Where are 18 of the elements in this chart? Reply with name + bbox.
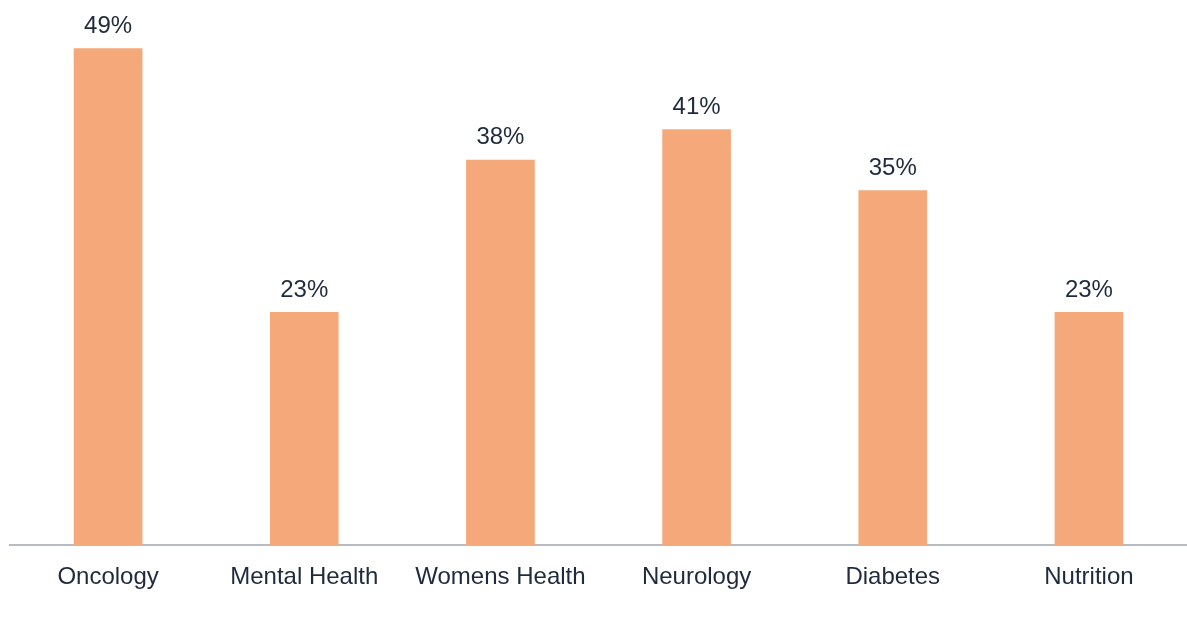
- data-label: 49%: [84, 10, 133, 38]
- bar: [1054, 311, 1124, 546]
- x-tick-label: Oncology: [57, 562, 159, 590]
- x-tick-label: Mental Health: [230, 562, 379, 590]
- bar: [73, 48, 143, 546]
- data-label: 41%: [672, 91, 721, 119]
- x-tick-label: Womens Health: [415, 562, 586, 590]
- data-label: 35%: [868, 152, 917, 180]
- bar: [269, 311, 339, 546]
- data-label: 38%: [476, 122, 525, 150]
- x-tick-label: Neurology: [641, 562, 752, 590]
- data-label: 23%: [280, 274, 329, 302]
- bar: [466, 159, 535, 546]
- x-tick-label: Diabetes: [845, 562, 941, 590]
- bar: [858, 190, 928, 546]
- x-tick-label: Nutrition: [1044, 562, 1134, 590]
- data-label: 23%: [1064, 274, 1113, 302]
- bar: [662, 129, 731, 546]
